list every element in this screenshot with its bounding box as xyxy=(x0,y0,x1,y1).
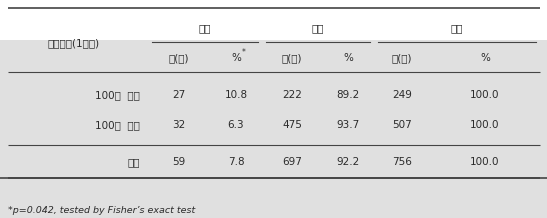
Text: 7.8: 7.8 xyxy=(228,157,245,167)
Text: 수(명): 수(명) xyxy=(282,53,302,63)
Text: 반응: 반응 xyxy=(199,23,211,33)
Text: *: * xyxy=(242,48,246,58)
Text: 방문일수(1년간): 방문일수(1년간) xyxy=(48,38,100,48)
Text: 수(명): 수(명) xyxy=(392,53,412,63)
Text: 100일  미만: 100일 미만 xyxy=(95,90,140,100)
Text: 249: 249 xyxy=(392,90,412,100)
Text: %: % xyxy=(480,53,490,63)
Text: 음성: 음성 xyxy=(312,23,324,33)
Text: 89.2: 89.2 xyxy=(336,90,359,100)
Text: 756: 756 xyxy=(392,157,412,167)
Text: 100.0: 100.0 xyxy=(470,120,500,130)
Text: 100.0: 100.0 xyxy=(470,157,500,167)
Text: 합계: 합계 xyxy=(451,23,463,33)
Text: 27: 27 xyxy=(172,90,185,100)
Text: 475: 475 xyxy=(282,120,302,130)
Text: 507: 507 xyxy=(392,120,412,130)
Bar xyxy=(0,40,547,218)
Text: %: % xyxy=(343,53,353,63)
Text: 697: 697 xyxy=(282,157,302,167)
Text: 59: 59 xyxy=(172,157,185,167)
Text: 수(명): 수(명) xyxy=(169,53,189,63)
Text: *p=0.042, tested by Fisher’s exact test: *p=0.042, tested by Fisher’s exact test xyxy=(8,206,195,215)
Text: 10.8: 10.8 xyxy=(224,90,248,100)
Text: %: % xyxy=(231,53,241,63)
Text: 222: 222 xyxy=(282,90,302,100)
Text: 92.2: 92.2 xyxy=(336,157,359,167)
Text: 6.3: 6.3 xyxy=(228,120,245,130)
Text: 합계: 합계 xyxy=(127,157,140,167)
Text: 100.0: 100.0 xyxy=(470,90,500,100)
Text: 93.7: 93.7 xyxy=(336,120,359,130)
Text: 32: 32 xyxy=(172,120,185,130)
Text: 100일  이상: 100일 이상 xyxy=(95,120,140,130)
